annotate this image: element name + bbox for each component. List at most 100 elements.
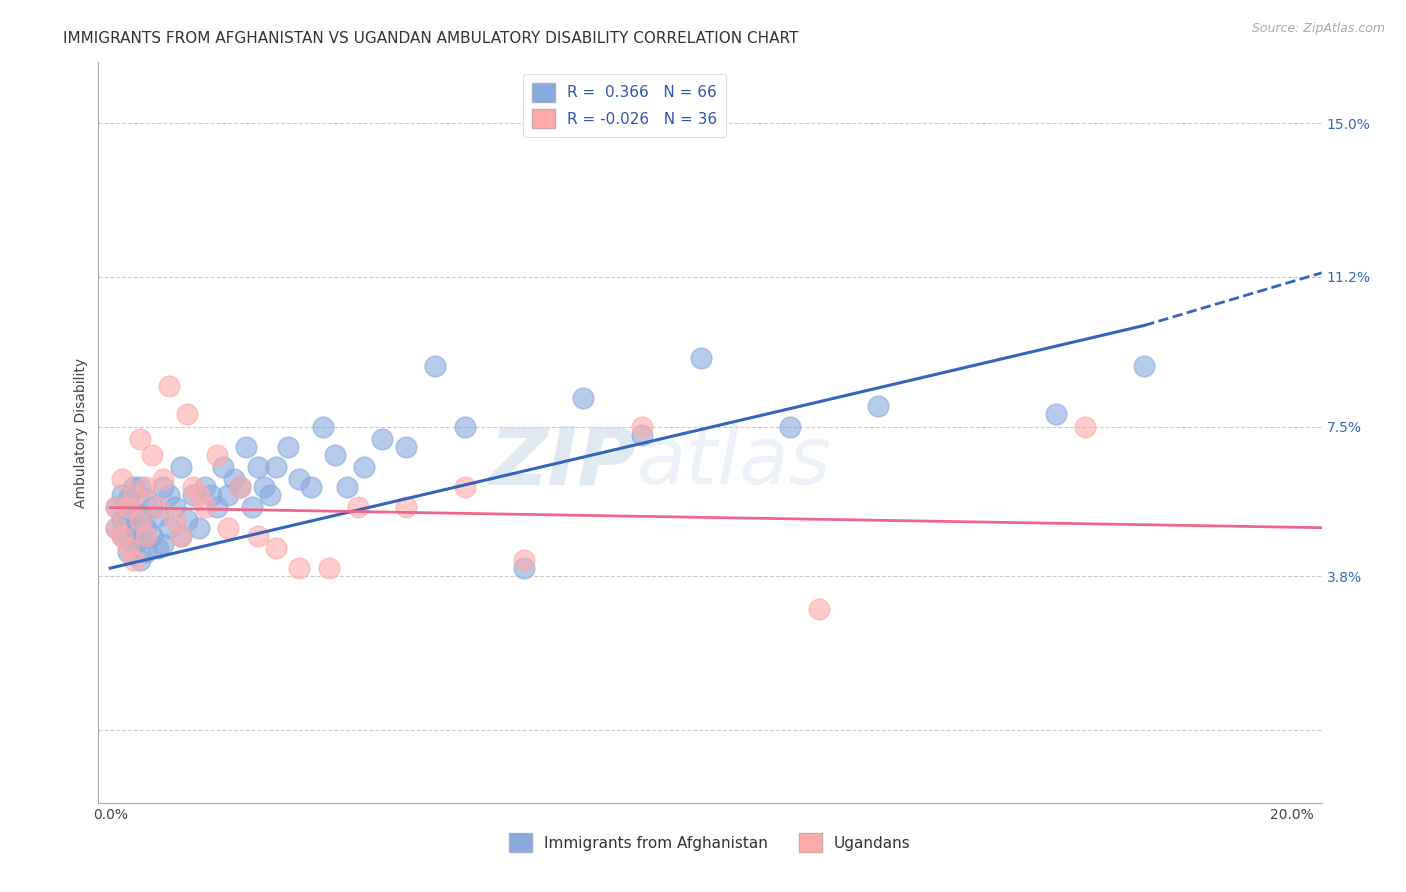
Point (141, 500, 163, 515)
Point (157, 488, 180, 502)
Point (299, 480, 322, 494)
Point (288, 472, 311, 486)
Point (205, 448, 228, 462)
Point (117, 508, 139, 523)
Point (246, 460, 269, 475)
Point (187, 488, 209, 502)
Point (152, 472, 174, 486)
Point (229, 480, 252, 494)
Point (1074, 419, 1097, 434)
Point (122, 521, 145, 535)
Point (170, 460, 193, 475)
Point (117, 492, 139, 507)
Point (323, 448, 346, 462)
Point (288, 561, 311, 575)
Point (152, 480, 174, 494)
Point (111, 529, 134, 543)
Point (135, 480, 157, 494)
Y-axis label: Ambulatory Disability: Ambulatory Disability (75, 358, 89, 508)
Point (117, 500, 139, 515)
Point (181, 480, 204, 494)
Point (229, 480, 252, 494)
Point (181, 488, 204, 502)
Point (122, 504, 145, 518)
Point (135, 529, 157, 543)
Point (572, 391, 595, 405)
Point (454, 480, 477, 494)
Point (513, 553, 536, 567)
Point (253, 480, 276, 494)
Point (631, 427, 654, 442)
Point (336, 480, 359, 494)
Point (631, 419, 654, 434)
Legend: Immigrants from Afghanistan, Ugandans: Immigrants from Afghanistan, Ugandans (503, 827, 917, 858)
Point (157, 379, 180, 393)
Point (122, 537, 145, 551)
Point (117, 545, 139, 559)
Point (128, 553, 150, 567)
Point (117, 529, 139, 543)
Point (105, 521, 128, 535)
Point (176, 513, 198, 527)
Point (170, 529, 193, 543)
Point (264, 460, 287, 475)
Point (135, 521, 157, 535)
Point (117, 541, 139, 555)
Point (395, 440, 418, 454)
Point (454, 419, 477, 434)
Point (224, 472, 246, 486)
Text: Source: ZipAtlas.com: Source: ZipAtlas.com (1251, 22, 1385, 36)
Point (779, 419, 801, 434)
Point (122, 480, 145, 494)
Point (105, 500, 128, 515)
Point (240, 500, 263, 515)
Point (318, 561, 340, 575)
Point (111, 529, 134, 543)
Point (868, 400, 890, 414)
Point (425, 359, 447, 373)
Point (235, 440, 257, 454)
Text: ZIP: ZIP (489, 423, 637, 501)
Point (111, 472, 134, 486)
Point (128, 432, 150, 446)
Point (176, 408, 198, 422)
Point (187, 521, 209, 535)
Point (135, 545, 157, 559)
Point (205, 500, 228, 515)
Point (128, 480, 150, 494)
Point (157, 521, 180, 535)
Point (105, 500, 128, 515)
Point (128, 533, 150, 547)
Point (111, 488, 134, 502)
Point (808, 601, 831, 615)
Point (264, 541, 287, 555)
Point (371, 432, 394, 446)
Point (211, 460, 233, 475)
Point (105, 521, 128, 535)
Point (122, 553, 145, 567)
Point (128, 508, 150, 523)
Point (246, 529, 269, 543)
Point (146, 541, 169, 555)
Point (146, 500, 169, 515)
Point (395, 500, 418, 515)
Point (1133, 359, 1156, 373)
Point (128, 513, 150, 527)
Point (690, 351, 713, 365)
Point (165, 513, 187, 527)
Point (347, 500, 370, 515)
Point (135, 492, 157, 507)
Point (194, 500, 217, 515)
Point (141, 529, 163, 543)
Point (165, 500, 187, 515)
Text: atlas: atlas (637, 423, 831, 501)
Point (217, 488, 239, 502)
Point (276, 440, 298, 454)
Point (217, 521, 239, 535)
Point (122, 488, 145, 502)
Point (141, 448, 163, 462)
Point (1045, 408, 1067, 422)
Point (353, 460, 375, 475)
Point (152, 537, 174, 551)
Point (111, 513, 134, 527)
